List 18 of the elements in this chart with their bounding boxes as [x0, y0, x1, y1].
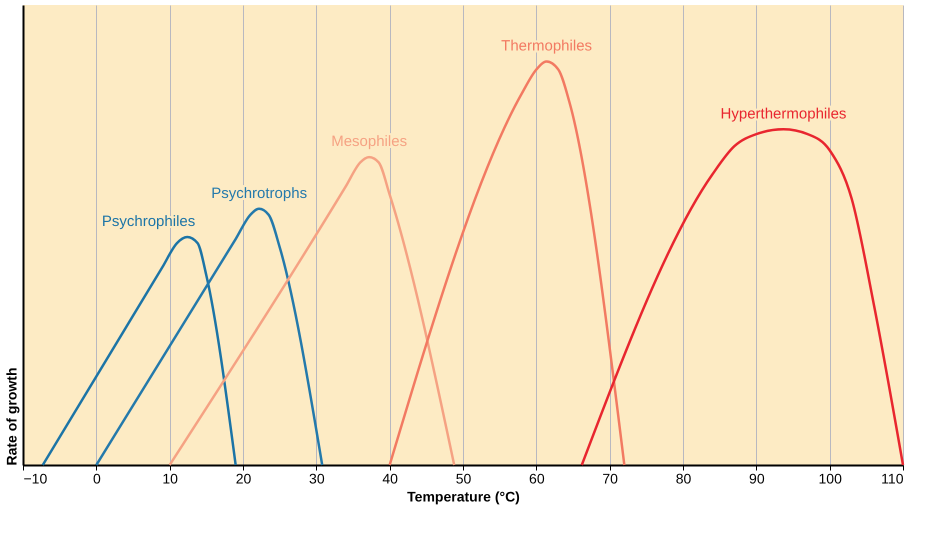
x-tick-label: 90: [749, 470, 765, 486]
x-tick-label: 0: [92, 470, 101, 486]
x-tick-label: 100: [818, 470, 842, 486]
x-tick-label: 60: [529, 470, 545, 486]
x-tick-label: 40: [382, 470, 398, 486]
x-tick-label: −10: [24, 470, 48, 486]
x-tick-label: 50: [456, 470, 472, 486]
x-tick-label: 30: [309, 470, 325, 486]
series-label: Hyperthermophiles: [720, 105, 846, 122]
series-label: Psychrotrophs: [211, 184, 308, 202]
x-tick-label: 80: [676, 470, 692, 486]
x-axis-title: Temperature (°C): [407, 488, 520, 504]
x-tick-label: 70: [602, 470, 618, 486]
x-tick-label: 20: [236, 470, 252, 486]
y-axis-title: Rate of growth: [4, 368, 20, 466]
x-tick-label: 110: [881, 470, 904, 486]
x-tick-label: 10: [162, 470, 178, 486]
series-label: Psychrophiles: [102, 213, 196, 230]
